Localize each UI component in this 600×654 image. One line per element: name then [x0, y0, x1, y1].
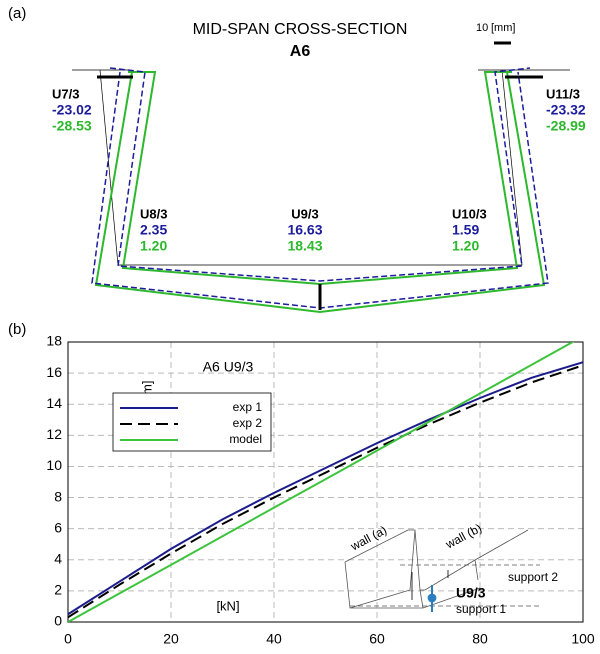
x-tick-label: 40: [266, 631, 282, 647]
series-line: [68, 342, 575, 622]
chart-title: A6 U9/3: [203, 359, 254, 375]
legend-label: exp 1: [233, 400, 263, 414]
y-tick-label: 12: [46, 426, 62, 442]
point-label: U10/3: [452, 206, 487, 221]
panel-label: (b): [8, 321, 26, 338]
scale-unit: [mm]: [491, 22, 515, 34]
point-label: U8/3: [140, 206, 167, 221]
y-tick-label: 14: [46, 395, 62, 411]
y-tick-label: 4: [54, 550, 62, 566]
model-value: -28.99: [546, 118, 586, 134]
subtitle: A6: [290, 43, 311, 60]
legend-label: model: [229, 432, 262, 446]
cross-section: (a) MID-SPAN CROSS-SECTION A6 10 [mm]: [8, 5, 570, 314]
x-label: [kN]: [216, 598, 239, 613]
annotation: support 1: [456, 602, 506, 616]
y-tick-label: 2: [54, 582, 62, 598]
model-value: -28.53: [52, 118, 92, 134]
x-tick-label: 60: [369, 631, 385, 647]
legend: [112, 392, 272, 452]
annotation: support 2: [508, 570, 558, 584]
point-label: U7/3: [52, 86, 79, 101]
model-value: 18.43: [287, 238, 322, 254]
x-tick-label: 20: [163, 631, 179, 647]
exp-value: -23.32: [546, 102, 586, 118]
x-tick-label: 0: [64, 631, 72, 647]
series-line: [68, 364, 583, 619]
y-tick-label: 18: [46, 333, 62, 349]
y-tick-label: 6: [54, 519, 62, 535]
point-label: U9/3: [291, 206, 318, 221]
scale-value: 10: [476, 22, 488, 34]
reference-shape: [72, 69, 570, 266]
annotation: U9/3: [456, 585, 486, 601]
exp-value: -23.02: [52, 102, 92, 118]
panel-label: (a): [8, 5, 26, 22]
exp-value: 1.59: [452, 222, 479, 238]
model-shape: [94, 71, 546, 314]
y-tick-label: 10: [46, 457, 62, 473]
model-value: 1.20: [452, 238, 479, 254]
title: MID-SPAN CROSS-SECTION: [193, 21, 408, 38]
annotation: wall (b): [442, 521, 484, 552]
x-tick-label: 100: [571, 631, 595, 647]
inset-drawing: [344, 529, 540, 612]
series-line: [68, 361, 583, 616]
exp-value: 2.35: [140, 222, 167, 238]
x-tick-label: 80: [472, 631, 488, 647]
plot-frame: [67, 341, 584, 623]
exp-value: 16.63: [287, 222, 322, 238]
annotation: wall (a): [347, 523, 389, 554]
y-tick-label: 16: [46, 364, 62, 380]
point-label: U11/3: [546, 86, 580, 101]
legend-label: exp 2: [233, 416, 263, 430]
y-tick-label: 0: [54, 613, 62, 629]
y-tick-label: 8: [54, 488, 62, 504]
model-value: 1.20: [140, 238, 167, 254]
